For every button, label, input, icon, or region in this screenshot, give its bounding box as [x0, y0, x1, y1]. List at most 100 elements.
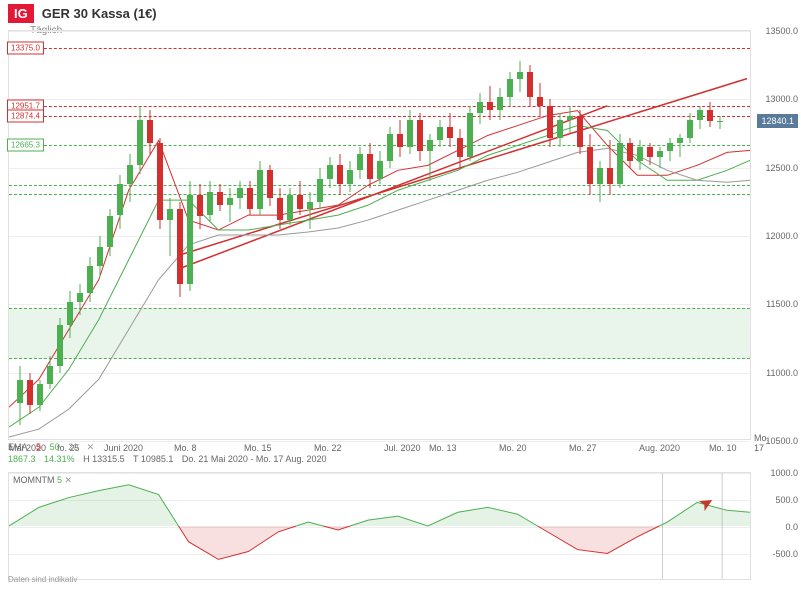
open-value: 1867.3 — [8, 454, 36, 464]
candle — [607, 31, 613, 439]
y-tick-label: 10500.0 — [765, 436, 798, 446]
candle — [697, 31, 703, 439]
chart-header: IG GER 30 Kassa (1€) — [0, 0, 801, 27]
candle — [347, 31, 353, 439]
candle — [307, 31, 313, 439]
candle — [587, 31, 593, 439]
candle — [227, 31, 233, 439]
candle — [187, 31, 193, 439]
close-icon[interactable]: ✕ — [65, 475, 73, 485]
candle — [117, 31, 123, 439]
candle — [467, 31, 473, 439]
candle — [297, 31, 303, 439]
momentum-label: MOMNTM — [13, 475, 55, 485]
candle — [437, 31, 443, 439]
candle — [327, 31, 333, 439]
candle — [167, 31, 173, 439]
candle — [497, 31, 503, 439]
candle — [527, 31, 533, 439]
candle — [537, 31, 543, 439]
candle — [557, 31, 563, 439]
y-tick-label: 11000.0 — [766, 368, 798, 378]
current-price-tag: 12840.1 — [757, 114, 798, 128]
candle — [267, 31, 273, 439]
pct-value: 14.31% — [44, 454, 75, 464]
candle — [67, 31, 73, 439]
candle — [357, 31, 363, 439]
ohlc-info-bar: 1867.3 14.31% H 13315.5 T 10985.1 Do. 21… — [8, 454, 751, 464]
candle — [427, 31, 433, 439]
candle — [717, 31, 723, 439]
candle — [547, 31, 553, 439]
candle — [367, 31, 373, 439]
y-tick-label: 0.0 — [785, 522, 798, 532]
y-tick-label: 12500.0 — [765, 163, 798, 173]
candle — [147, 31, 153, 439]
candle — [377, 31, 383, 439]
price-chart[interactable]: 10500.011000.011500.012000.012500.013000… — [8, 30, 751, 440]
candle — [27, 31, 33, 439]
candle — [217, 31, 223, 439]
chart-title: GER 30 Kassa (1€) — [42, 6, 157, 21]
y-tick-label: 11500.0 — [766, 299, 798, 309]
candle — [47, 31, 53, 439]
candle — [337, 31, 343, 439]
y-tick-label: 1000.0 — [770, 468, 798, 478]
candle — [577, 31, 583, 439]
y-tick-label: 13500.0 — [765, 26, 798, 36]
candle — [317, 31, 323, 439]
y-tick-label: -500.0 — [772, 549, 798, 559]
candle — [137, 31, 143, 439]
low-value: T 10985.1 — [133, 454, 173, 464]
candle — [287, 31, 293, 439]
candle — [627, 31, 633, 439]
ema-20: 20 — [68, 442, 78, 452]
candle — [707, 31, 713, 439]
ema-5: 5 — [36, 442, 41, 452]
candle — [417, 31, 423, 439]
candle — [277, 31, 283, 439]
candle — [197, 31, 203, 439]
close-icon[interactable]: ✕ — [87, 442, 95, 452]
ema-label: EMA — [8, 442, 28, 452]
momentum-chart[interactable]: MOMNTM 5 ✕-500.00.0500.01000.0➤ — [8, 472, 751, 580]
y-tick-label: 500.0 — [775, 495, 798, 505]
candle — [57, 31, 63, 439]
candle — [507, 31, 513, 439]
candle — [667, 31, 673, 439]
candle — [487, 31, 493, 439]
ema-info-bar: EMA 5 50 20 ✕ — [8, 442, 751, 453]
candle — [407, 31, 413, 439]
candle — [157, 31, 163, 439]
y-tick-label: 12000.0 — [765, 231, 798, 241]
ema-50: 50 — [50, 442, 60, 452]
ig-logo: IG — [8, 4, 34, 23]
candle — [617, 31, 623, 439]
candle — [257, 31, 263, 439]
candle — [247, 31, 253, 439]
candle — [647, 31, 653, 439]
momentum-period: 5 — [57, 475, 62, 485]
candle — [17, 31, 23, 439]
candle — [77, 31, 83, 439]
date-range: Do. 21 Mai 2020 - Mo. 17 Aug. 2020 — [182, 454, 327, 464]
candle — [97, 31, 103, 439]
candle — [517, 31, 523, 439]
candle — [177, 31, 183, 439]
candle — [457, 31, 463, 439]
candle — [207, 31, 213, 439]
candle — [677, 31, 683, 439]
candle — [397, 31, 403, 439]
footer-disclaimer: Daten sind indikativ — [8, 575, 77, 584]
arrow-icon: ➤ — [695, 491, 719, 517]
candle — [447, 31, 453, 439]
candle — [477, 31, 483, 439]
candle — [567, 31, 573, 439]
candle — [87, 31, 93, 439]
y-tick-label: 13000.0 — [765, 94, 798, 104]
high-value: H 13315.5 — [83, 454, 125, 464]
x-tick-label: Mo. 17 — [754, 433, 769, 453]
candle — [107, 31, 113, 439]
candle — [637, 31, 643, 439]
candle — [37, 31, 43, 439]
